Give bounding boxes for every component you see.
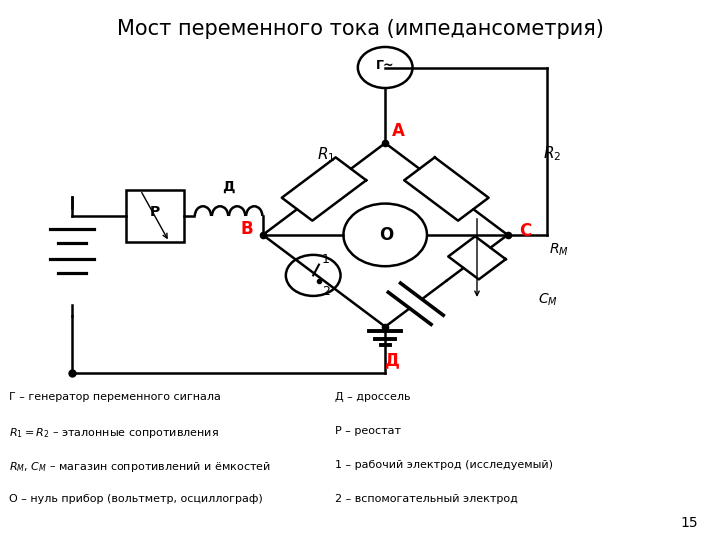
Text: О: О <box>379 226 394 244</box>
Text: 2: 2 <box>322 285 330 298</box>
Text: Р: Р <box>150 205 160 219</box>
Text: 2 – вспомогательный электрод: 2 – вспомогательный электрод <box>335 494 518 504</box>
Text: Мост переменного тока (импедансометрия): Мост переменного тока (импедансометрия) <box>117 19 603 39</box>
Text: 15: 15 <box>681 516 698 530</box>
Text: Д – дроссель: Д – дроссель <box>335 392 410 402</box>
Text: В: В <box>240 220 253 239</box>
Text: $R_1$: $R_1$ <box>317 145 336 164</box>
Text: Г~: Г~ <box>376 59 395 72</box>
Text: Г – генератор переменного сигнала: Г – генератор переменного сигнала <box>9 392 220 402</box>
Text: 1 – рабочий электрод (исследуемый): 1 – рабочий электрод (исследуемый) <box>335 460 553 470</box>
Text: $R_M$, $C_M$ – магазин сопротивлений и ёмкостей: $R_M$, $C_M$ – магазин сопротивлений и ё… <box>9 460 271 474</box>
Text: С: С <box>519 221 532 240</box>
Text: $R_M$: $R_M$ <box>549 242 569 258</box>
Text: $R_1 = R_2$ – эталонные сопротивления: $R_1 = R_2$ – эталонные сопротивления <box>9 426 218 440</box>
Text: Д: Д <box>222 179 235 193</box>
Text: 1: 1 <box>322 253 330 266</box>
Text: О – нуль прибор (вольтметр, осциллограф): О – нуль прибор (вольтметр, осциллограф) <box>9 494 262 504</box>
Text: $R_2$: $R_2$ <box>543 144 562 163</box>
Text: А: А <box>392 122 405 140</box>
Text: $C_M$: $C_M$ <box>538 292 558 308</box>
Text: Р – реостат: Р – реостат <box>335 426 401 436</box>
Text: Д: Д <box>385 351 400 369</box>
Bar <box>126 190 184 242</box>
